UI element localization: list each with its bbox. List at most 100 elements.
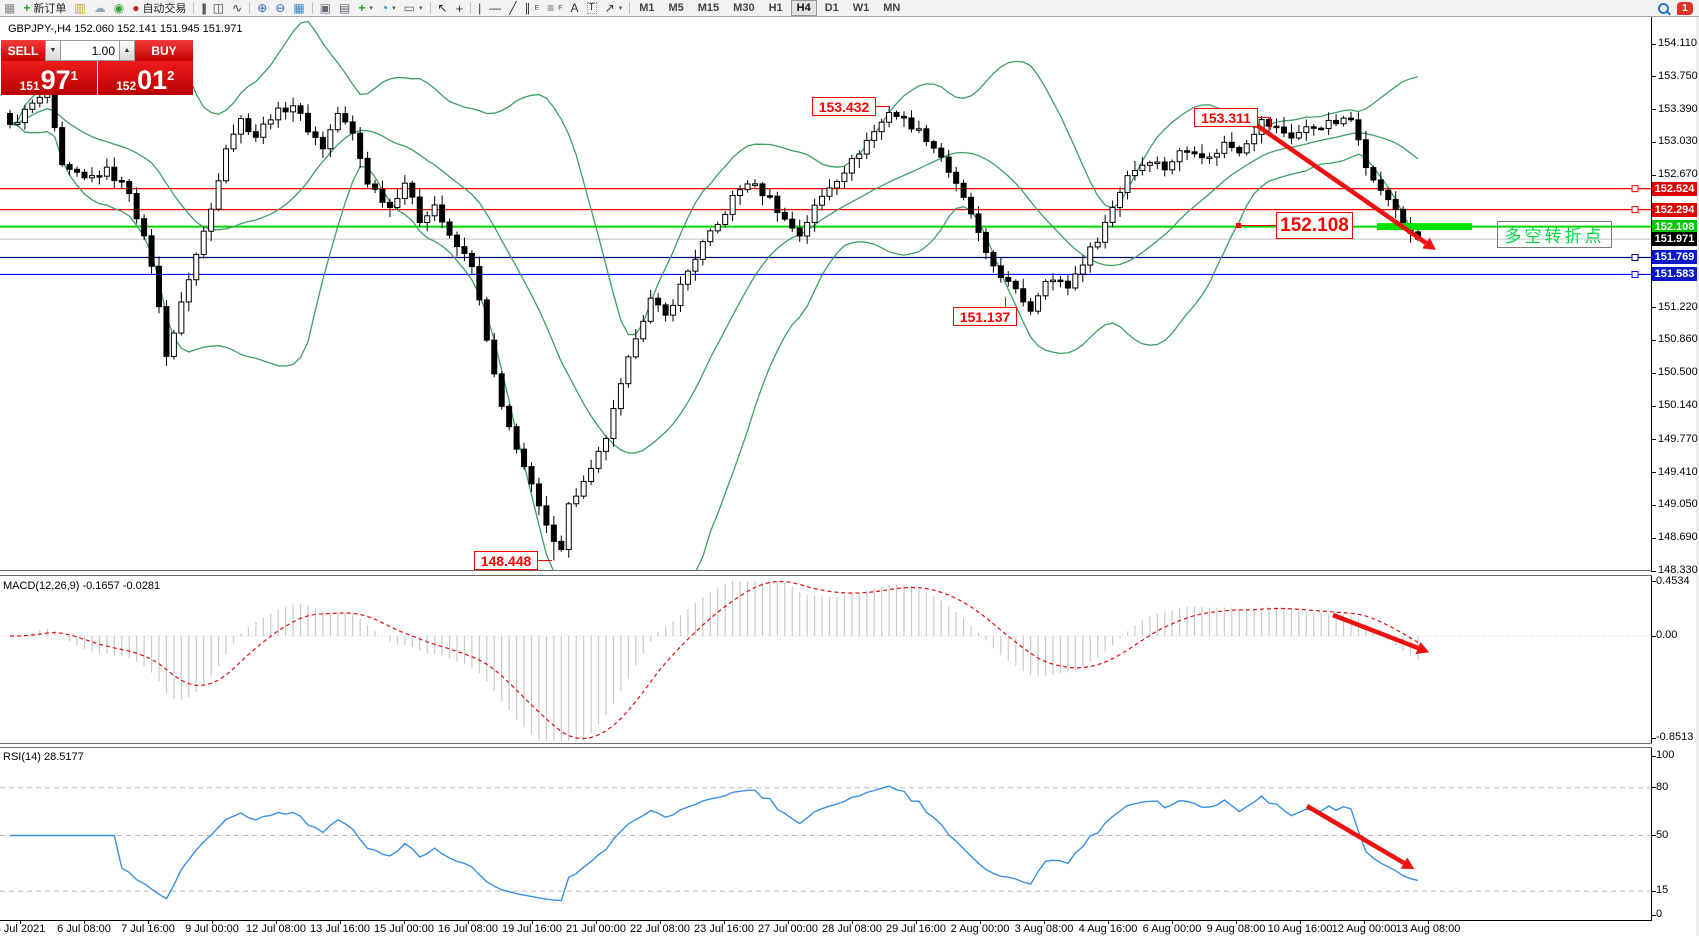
toolbar-separator xyxy=(311,2,313,14)
buy-price-small: 152 xyxy=(116,79,137,93)
text-icon: A xyxy=(570,1,579,15)
sell-price-sup: 1 xyxy=(70,68,78,83)
timeframe-m30[interactable]: M30 xyxy=(733,2,755,14)
chevron-down-icon: ▾ xyxy=(618,5,623,12)
arrange-button[interactable]: ▤ xyxy=(335,1,354,16)
timeframe-group: M1 M5 M15 M30 H1 H4 D1 W1 MN xyxy=(633,0,906,16)
candle-chart-button[interactable]: ◫ xyxy=(209,1,228,16)
vertical-line-button[interactable]: | xyxy=(474,1,485,16)
cascade-button[interactable]: ▣ xyxy=(316,1,335,16)
label-tool-button[interactable]: T xyxy=(583,1,601,16)
bollinger-bands xyxy=(9,20,1419,570)
candles-layer xyxy=(7,89,1422,561)
timeframe-m5[interactable]: M5 xyxy=(668,2,684,14)
timeframe-m1[interactable]: M1 xyxy=(639,2,655,14)
templates-button[interactable]: ▭ ▾ xyxy=(400,1,427,16)
crosshair-icon: + xyxy=(455,0,464,16)
chart-icon: ▦ xyxy=(4,1,16,15)
timeframe-d1[interactable]: D1 xyxy=(824,2,839,14)
volume-input[interactable] xyxy=(61,40,119,61)
cloud-icon: ☁ xyxy=(93,1,106,15)
line-chart-icon: ∿ xyxy=(232,1,243,15)
volume-increase-button[interactable]: ▲ xyxy=(119,40,135,61)
profiles-icon: ▥ xyxy=(74,1,86,15)
notification-badge: 1 xyxy=(1682,2,1688,14)
new-order-icon: + xyxy=(23,1,31,15)
toolbar: ▦ + 新订单 ▥ ☁ ◉ ● 自动交易 ||| ◫ ∿ ⊕ ⊖ ▦ ▣ ▤ +… xyxy=(0,0,1699,17)
chevron-down-icon: ▾ xyxy=(392,5,396,12)
chart-window-icon[interactable]: ▦ xyxy=(0,1,19,16)
candle-chart-icon: ◫ xyxy=(212,1,225,15)
toolbar-separator xyxy=(629,2,631,14)
one-click-trade-panel: SELL ▼ ▲ BUY 151 97 1 152 01 2 xyxy=(1,40,193,95)
crosshair-button[interactable]: + xyxy=(452,1,468,16)
chevron-down-icon: ▾ xyxy=(369,5,373,12)
tile-windows-icon: ▦ xyxy=(293,1,305,15)
cursor-button[interactable]: ↖ xyxy=(434,1,452,16)
trend-arrow[interactable] xyxy=(1332,612,1430,655)
chat-notification-icon[interactable]: 1 xyxy=(1677,1,1693,15)
vertical-line-icon: | xyxy=(478,1,482,15)
buy-price[interactable]: 152 01 2 xyxy=(98,61,194,95)
line-chart-button[interactable]: ∿ xyxy=(228,1,246,16)
trendline-button[interactable]: ╱ xyxy=(505,1,520,16)
zoom-out-button[interactable]: ⊖ xyxy=(271,1,289,16)
chart-title: GBPJPY-,H4 152.060 152.141 151.945 151.9… xyxy=(8,23,243,35)
trend-arrow[interactable] xyxy=(1250,120,1436,250)
trendline-icon: ╱ xyxy=(509,1,517,15)
fibonacci-letter: F xyxy=(558,4,563,12)
timeframe-m15[interactable]: M15 xyxy=(697,2,720,14)
add-indicator-button[interactable]: + ▾ xyxy=(354,1,377,16)
period-button[interactable]: ◔ ▾ xyxy=(377,1,400,16)
toolbar-separator xyxy=(193,2,195,14)
horizontal-line-icon: — xyxy=(489,1,502,15)
sell-button[interactable]: SELL xyxy=(1,40,45,61)
rsi-layer xyxy=(0,785,1651,902)
signals-button[interactable]: ◉ xyxy=(110,1,128,16)
zoom-out-icon: ⊖ xyxy=(275,1,286,15)
cursor-icon: ↖ xyxy=(437,1,448,15)
auto-trading-button[interactable]: ● 自动交易 xyxy=(128,1,190,16)
toolbar-separator xyxy=(470,2,472,14)
zoom-in-icon: ⊕ xyxy=(257,1,268,15)
arrows-icon: ↗ xyxy=(604,1,615,15)
toolbar-separator xyxy=(249,2,251,14)
macd-layer xyxy=(0,580,1651,741)
sell-price-small: 151 xyxy=(19,79,40,93)
highlight-bar[interactable] xyxy=(1377,223,1472,231)
toolbar-separator xyxy=(429,2,431,14)
text-tool-button[interactable]: A xyxy=(567,1,583,16)
timeframe-w1[interactable]: W1 xyxy=(852,2,870,14)
new-order-button[interactable]: + 新订单 xyxy=(19,1,70,16)
fibonacci-button[interactable]: ≡ F xyxy=(543,1,566,16)
profiles-button[interactable]: ▥ xyxy=(70,1,89,16)
horizontal-line-button[interactable]: — xyxy=(485,1,505,16)
bar-chart-icon: ||| xyxy=(201,1,207,15)
buy-price-sup: 2 xyxy=(167,68,175,83)
cloud-button[interactable]: ☁ xyxy=(90,1,110,16)
channel-icon: ∥ xyxy=(524,1,531,15)
zoom-in-button[interactable]: ⊕ xyxy=(253,1,271,16)
timeframe-h4[interactable]: H4 xyxy=(790,0,817,16)
timeframe-h1[interactable]: H1 xyxy=(768,2,783,14)
sell-price[interactable]: 151 97 1 xyxy=(1,61,98,95)
search-icon[interactable] xyxy=(1658,2,1669,14)
tile-windows-button[interactable]: ▦ xyxy=(289,1,308,16)
new-order-label: 新订单 xyxy=(33,3,67,15)
fibonacci-icon: ≡ xyxy=(547,1,555,15)
arrows-tool-button[interactable]: ↗ ▾ xyxy=(601,1,627,16)
volume-decrease-button[interactable]: ▼ xyxy=(45,40,61,61)
trend-arrow[interactable] xyxy=(1305,804,1415,870)
bar-chart-button[interactable]: ||| xyxy=(197,1,208,16)
arrange-icon: ▤ xyxy=(339,1,351,15)
cascade-icon: ▣ xyxy=(319,1,332,15)
add-indicator-icon: + xyxy=(358,1,366,15)
buy-button[interactable]: BUY xyxy=(135,40,193,61)
timeframe-mn[interactable]: MN xyxy=(883,2,901,14)
channel-letter: E xyxy=(534,4,540,12)
channel-button[interactable]: ∥ E xyxy=(521,1,544,16)
chevron-down-icon: ▾ xyxy=(419,5,423,12)
sell-price-big: 97 xyxy=(40,65,71,96)
